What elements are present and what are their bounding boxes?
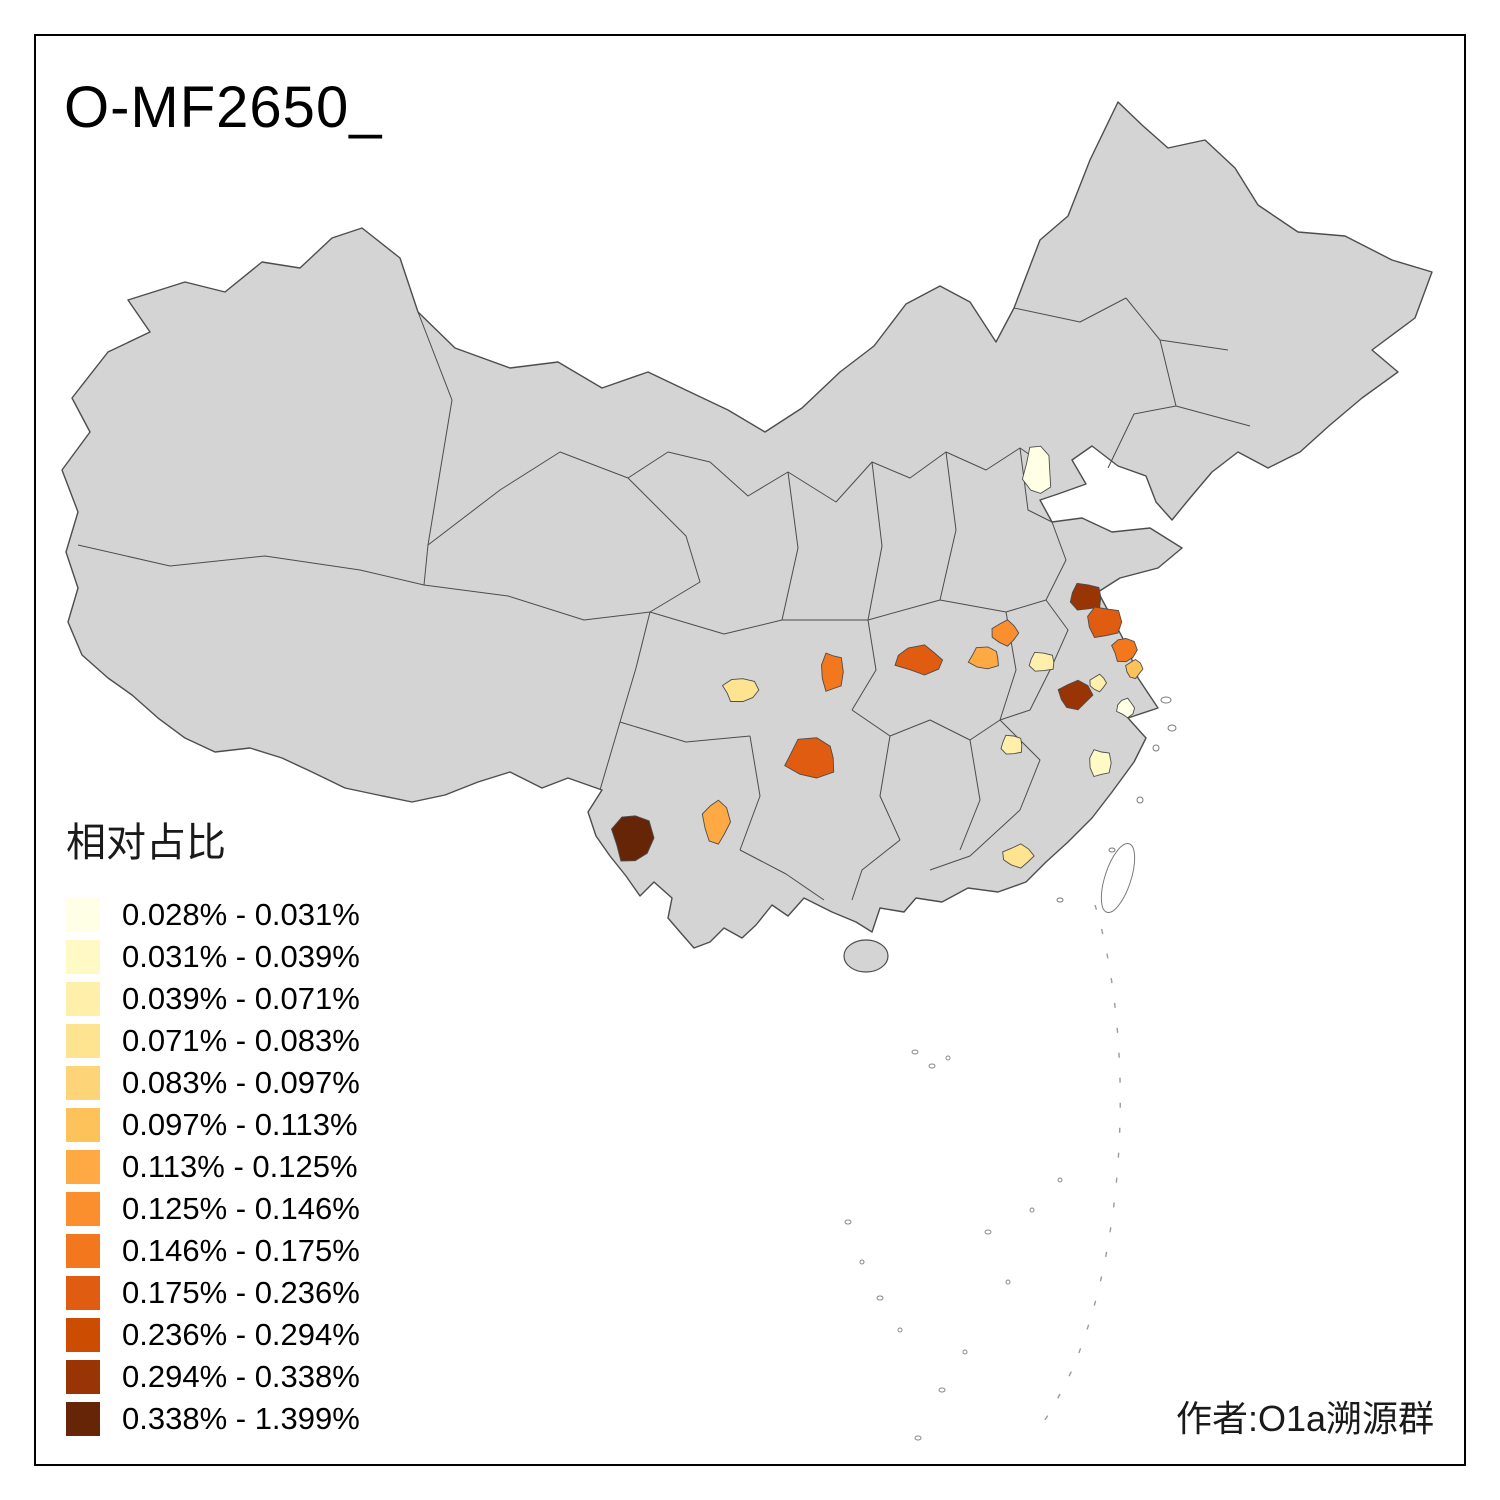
coastal-islands [1056,696,1177,903]
legend-class-row: 0.294% - 0.338% [66,1356,360,1398]
nine-dash-line [1039,904,1121,1429]
legend-swatch [66,1234,100,1268]
china-mainland [61,101,1433,949]
map-region [1116,697,1136,719]
legend-class-label: 0.125% - 0.146% [122,1191,360,1226]
author-credit: 作者:O1a溯源群 [1175,1398,1434,1439]
map-region [1002,843,1035,869]
map-region [610,815,655,862]
legend-swatch [66,1192,100,1226]
legend-class-label: 0.097% - 0.113% [122,1107,358,1142]
legend-class-label: 0.028% - 0.031% [122,897,360,932]
legend-class-label: 0.294% - 0.338% [122,1359,360,1394]
legend-class-row: 0.125% - 0.146% [66,1188,360,1230]
legend-class-label: 0.071% - 0.083% [122,1023,360,1058]
map-region [1028,651,1055,672]
legend-swatch [66,1150,100,1184]
map-region [701,799,731,845]
legend-swatch [66,1402,100,1436]
legend-class-row: 0.146% - 0.175% [66,1230,360,1272]
legend-class-label: 0.083% - 0.097% [122,1065,360,1100]
legend-swatch [66,982,100,1016]
legend-class-row: 0.039% - 0.071% [66,978,360,1020]
map-region [1057,679,1094,711]
map-region [821,652,844,692]
legend-title: 相对占比 [66,821,226,865]
map-region [784,737,835,779]
legend-class-row: 0.028% - 0.031% [66,894,360,936]
map-region [1089,673,1108,693]
legend-swatch [66,1024,100,1058]
map-region [1089,749,1112,778]
hainan-island [843,939,889,973]
legend-class-row: 0.031% - 0.039% [66,936,360,978]
legend-swatch [66,1360,100,1394]
legend-swatch [66,1108,100,1142]
map-region [1111,638,1138,663]
legend-class-row: 0.175% - 0.236% [66,1272,360,1314]
map-region [1087,606,1123,638]
page-title: O-MF2650_ [64,75,383,140]
legend-swatch [66,940,100,974]
map-region [1125,658,1144,680]
map-region [1021,445,1052,494]
south-china-sea [844,904,1121,1441]
legend-class-row: 0.338% - 1.399% [66,1398,360,1440]
legend-class-label: 0.175% - 0.236% [122,1275,360,1310]
legend-swatch [66,1318,100,1352]
plot-frame [34,34,1466,1466]
legend-swatch [66,1276,100,1310]
legend-class-label: 0.146% - 0.175% [122,1233,360,1268]
highlighted-regions [610,445,1144,869]
map-region [1000,734,1023,755]
taiwan-island [1100,843,1136,913]
legend-class-row: 0.071% - 0.083% [66,1020,360,1062]
legend: 相对占比 0.028% - 0.031% 0.031% - 0.039% 0.039… [66,810,360,1440]
legend-class-row: 0.236% - 0.294% [66,1314,360,1356]
legend-class-label: 0.039% - 0.071% [122,981,360,1016]
legend-class-label: 0.338% - 1.399% [122,1401,360,1436]
map-region [894,644,944,676]
map-region [967,646,999,670]
legend-class-row: 0.113% - 0.125% [66,1146,360,1188]
legend-swatch [66,1066,100,1100]
legend-class-label: 0.236% - 0.294% [122,1317,360,1352]
legend-swatch [66,898,100,932]
legend-class-row: 0.097% - 0.113% [66,1104,360,1146]
legend-class-label: 0.031% - 0.039% [122,939,360,974]
legend-class-label: 0.113% - 0.125% [122,1149,358,1184]
map-region [991,619,1020,647]
sea-islands [844,1049,1063,1441]
legend-class-row: 0.083% - 0.097% [66,1062,360,1104]
legend-classes: 0.028% - 0.031% 0.031% - 0.039% 0.039% - 0… [66,894,360,1440]
province-borders [77,297,1251,901]
map-region [721,678,760,702]
